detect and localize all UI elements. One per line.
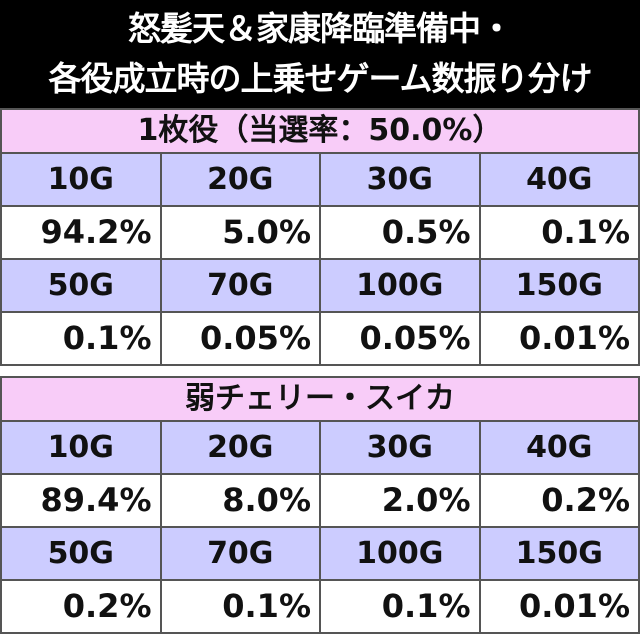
value-cell: 0.2% bbox=[480, 475, 638, 526]
value-row: 0.2% 0.1% 0.1% 0.01% bbox=[2, 581, 638, 632]
table: 1枚役（当選率：50.0%） 10G 20G 30G 40G 94.2% 5.0% 0.5% 0… bbox=[0, 108, 640, 366]
header-cell: 150G bbox=[480, 260, 638, 311]
header-row: 50G 70G 100G 150G bbox=[2, 528, 638, 581]
value-cell: 94.2% bbox=[2, 207, 162, 258]
header-row: 10G 20G 30G 40G bbox=[2, 154, 638, 207]
title-bar: 怒髪天＆家康降臨準備中・ 各役成立時の上乗せゲーム数振り分け bbox=[0, 0, 640, 108]
value-cell: 0.1% bbox=[321, 581, 481, 632]
value-cell: 0.01% bbox=[480, 313, 638, 364]
header-cell: 50G bbox=[2, 260, 162, 311]
header-cell: 40G bbox=[480, 154, 638, 205]
value-row: 0.1% 0.05% 0.05% 0.01% bbox=[2, 313, 638, 364]
value-cell: 5.0% bbox=[161, 207, 321, 258]
value-cell: 89.4% bbox=[2, 475, 162, 526]
header-cell: 50G bbox=[2, 528, 162, 579]
header-cell: 70G bbox=[161, 260, 321, 311]
tables: 1枚役（当選率：50.0%） 10G 20G 30G 40G 94.2% 5.0% 0.5% 0… bbox=[0, 108, 640, 634]
value-cell: 8.0% bbox=[161, 475, 321, 526]
value-row: 89.4% 8.0% 2.0% 0.2% bbox=[2, 475, 638, 528]
header-row: 50G 70G 100G 150G bbox=[2, 260, 638, 313]
value-cell: 0.1% bbox=[2, 313, 162, 364]
header-row: 10G 20G 30G 40G bbox=[2, 422, 638, 475]
header-cell: 30G bbox=[321, 422, 481, 473]
value-cell: 0.05% bbox=[161, 313, 321, 364]
header-cell: 150G bbox=[480, 528, 638, 579]
header-cell: 10G bbox=[2, 422, 162, 473]
header-cell: 40G bbox=[480, 422, 638, 473]
header-cell: 30G bbox=[321, 154, 481, 205]
value-cell: 0.1% bbox=[480, 207, 638, 258]
table: 弱チェリー・スイカ 10G 20G 30G 40G 89.4% 8.0% 2.0% 0.2% 50… bbox=[0, 376, 640, 634]
title-line: 怒髪天＆家康降臨準備中・ bbox=[128, 9, 513, 48]
header-cell: 70G bbox=[161, 528, 321, 579]
header-cell: 100G bbox=[321, 528, 481, 579]
value-cell: 2.0% bbox=[321, 475, 481, 526]
value-cell: 0.05% bbox=[321, 313, 481, 364]
value-cell: 0.2% bbox=[2, 581, 162, 632]
value-cell: 0.5% bbox=[321, 207, 481, 258]
header-cell: 20G bbox=[161, 154, 321, 205]
value-row: 94.2% 5.0% 0.5% 0.1% bbox=[2, 207, 638, 260]
value-cell: 0.1% bbox=[161, 581, 321, 632]
header-cell: 10G bbox=[2, 154, 162, 205]
table-heading: 弱チェリー・スイカ bbox=[2, 378, 638, 422]
table-heading: 1枚役（当選率：50.0%） bbox=[2, 110, 638, 154]
header-cell: 20G bbox=[161, 422, 321, 473]
value-cell: 0.01% bbox=[480, 581, 638, 632]
title-line: 各役成立時の上乗せゲーム数振り分け bbox=[48, 59, 592, 98]
header-cell: 100G bbox=[321, 260, 481, 311]
